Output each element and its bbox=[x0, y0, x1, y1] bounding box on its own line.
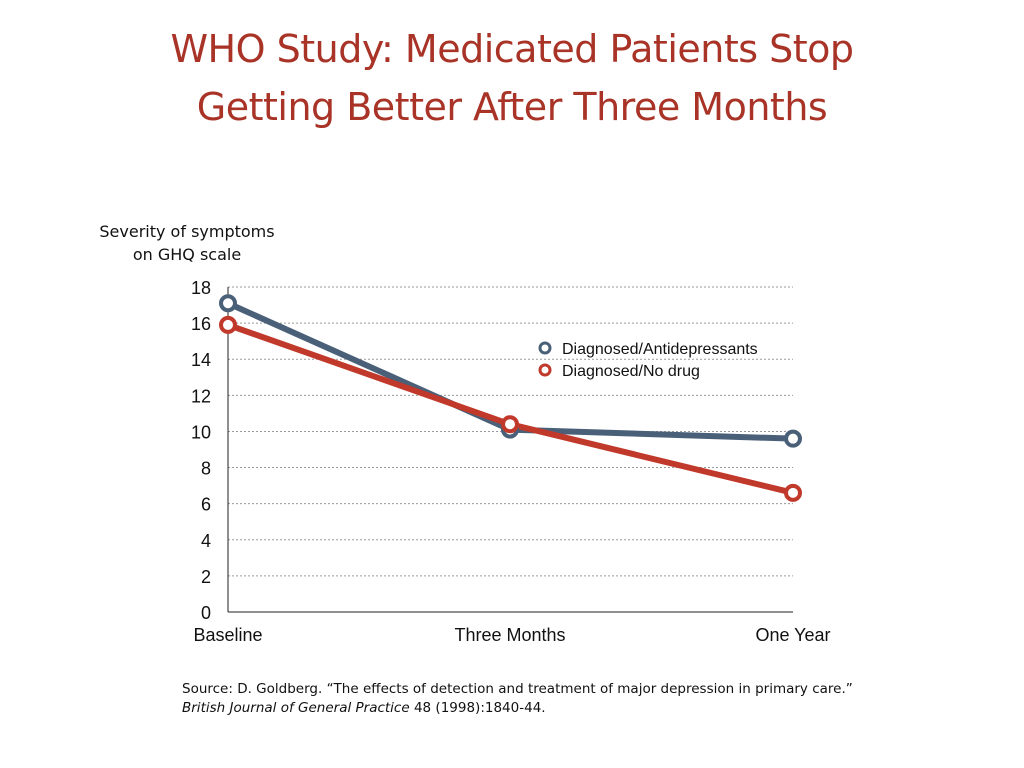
x-tick-label: One Year bbox=[755, 625, 830, 645]
y-tick-label: 10 bbox=[191, 422, 211, 442]
source-text: Source: D. Goldberg. “The effects of det… bbox=[182, 681, 853, 697]
slide-title: WHO Study: Medicated Patients Stop Getti… bbox=[0, 20, 1024, 136]
source-journal: British Journal of General Practice bbox=[182, 700, 410, 716]
y-axis-title-line-2: on GHQ scale bbox=[132, 245, 242, 264]
y-axis-title: Severity of symptoms on GHQ scale bbox=[80, 220, 294, 266]
legend-label: Diagnosed/Antidepressants bbox=[562, 341, 758, 358]
axes bbox=[227, 287, 793, 613]
data-point bbox=[219, 315, 237, 334]
y-tick-label: 18 bbox=[191, 278, 211, 298]
tick-labels: 0 2 4 6 8 10 12 14 16 18 Baseline Three Months One Y… bbox=[191, 278, 831, 645]
source-details: 48 (1998):1840-44. bbox=[409, 700, 546, 716]
y-tick-label: 16 bbox=[191, 314, 211, 334]
y-axis-title-line-1: Severity of symptoms bbox=[99, 222, 275, 241]
legend-marker bbox=[538, 341, 552, 355]
y-tick-label: 4 bbox=[201, 531, 211, 551]
data-point bbox=[501, 415, 519, 434]
title-line-2: Getting Better After Three Months bbox=[196, 85, 828, 129]
legend-marker bbox=[538, 363, 552, 377]
title-line-1: WHO Study: Medicated Patients Stop bbox=[170, 27, 854, 71]
y-tick-label: 12 bbox=[191, 386, 211, 406]
data-point bbox=[784, 429, 802, 448]
x-tick-label: Baseline bbox=[193, 625, 262, 645]
source-citation: Source: D. Goldberg. “The effects of det… bbox=[182, 680, 882, 718]
x-tick-label: Three Months bbox=[454, 625, 565, 645]
data-point bbox=[784, 483, 802, 502]
y-tick-label: 8 bbox=[201, 459, 211, 479]
data-point bbox=[219, 294, 237, 313]
y-tick-label: 2 bbox=[201, 567, 211, 587]
y-tick-label: 14 bbox=[191, 350, 211, 370]
legend: Diagnosed/Antidepressants Diagnosed/No dr… bbox=[538, 341, 758, 380]
y-tick-label: 6 bbox=[201, 495, 211, 515]
y-tick-label: 0 bbox=[201, 603, 211, 623]
series-lines bbox=[219, 294, 802, 502]
legend-label: Diagnosed/No drug bbox=[562, 363, 700, 380]
